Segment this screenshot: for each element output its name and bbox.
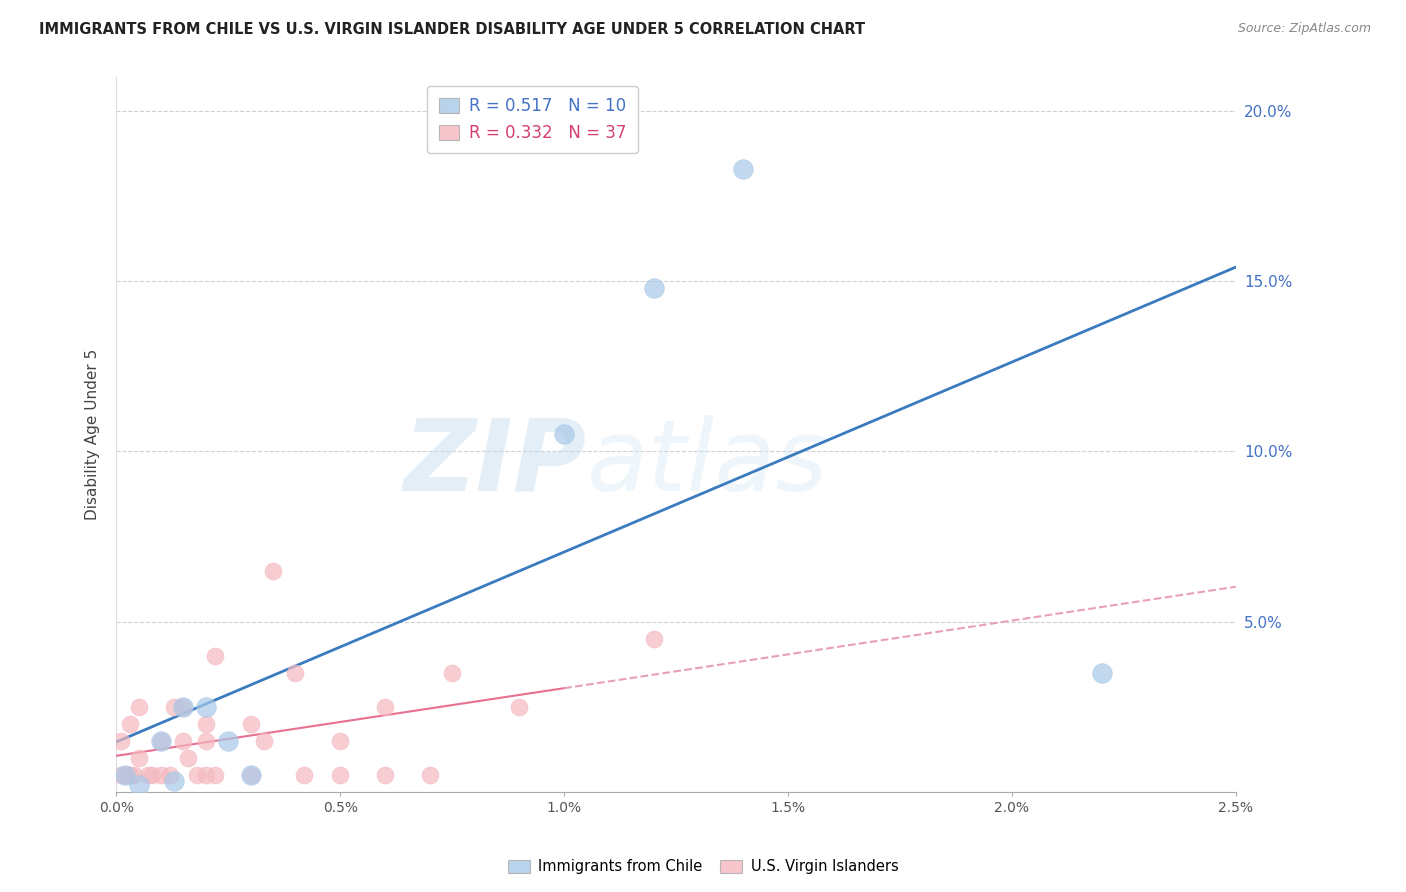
Point bbox=[253, 733, 276, 747]
Point bbox=[172, 699, 194, 714]
Point bbox=[194, 767, 217, 781]
Text: atlas: atlas bbox=[586, 415, 828, 511]
Point bbox=[441, 665, 464, 680]
Point bbox=[284, 665, 307, 680]
Point bbox=[374, 767, 396, 781]
Point bbox=[114, 767, 136, 781]
Point bbox=[553, 427, 575, 442]
Point bbox=[150, 733, 173, 747]
Point bbox=[194, 733, 217, 747]
Point bbox=[163, 699, 186, 714]
Point bbox=[172, 699, 194, 714]
Point bbox=[194, 699, 217, 714]
Point bbox=[136, 767, 159, 781]
Point bbox=[110, 767, 132, 781]
Point bbox=[172, 733, 194, 747]
Point bbox=[118, 767, 141, 781]
Point bbox=[159, 767, 181, 781]
Point bbox=[239, 767, 262, 781]
Point bbox=[128, 750, 150, 764]
Point bbox=[262, 564, 284, 578]
Point bbox=[329, 733, 352, 747]
Text: ZIP: ZIP bbox=[404, 415, 586, 511]
Point bbox=[150, 733, 173, 747]
Point bbox=[643, 632, 665, 646]
Point bbox=[643, 281, 665, 295]
Point bbox=[419, 767, 441, 781]
Point bbox=[239, 767, 262, 781]
Legend: Immigrants from Chile, U.S. Virgin Islanders: Immigrants from Chile, U.S. Virgin Islan… bbox=[502, 854, 904, 880]
Point bbox=[177, 750, 200, 764]
Point bbox=[128, 778, 150, 792]
Point bbox=[329, 767, 352, 781]
Point bbox=[141, 767, 163, 781]
Point bbox=[114, 767, 136, 781]
Point bbox=[150, 767, 173, 781]
Point bbox=[374, 699, 396, 714]
Point bbox=[204, 648, 226, 663]
Legend: R = 0.517   N = 10, R = 0.332   N = 37: R = 0.517 N = 10, R = 0.332 N = 37 bbox=[427, 86, 637, 153]
Point bbox=[204, 767, 226, 781]
Point bbox=[239, 716, 262, 731]
Text: Source: ZipAtlas.com: Source: ZipAtlas.com bbox=[1237, 22, 1371, 36]
Point bbox=[110, 733, 132, 747]
Point bbox=[128, 699, 150, 714]
Y-axis label: Disability Age Under 5: Disability Age Under 5 bbox=[86, 349, 100, 520]
Point bbox=[118, 716, 141, 731]
Point bbox=[194, 716, 217, 731]
Point bbox=[217, 733, 239, 747]
Point bbox=[508, 699, 530, 714]
Point bbox=[186, 767, 208, 781]
Point bbox=[122, 767, 145, 781]
Point bbox=[163, 774, 186, 789]
Point bbox=[292, 767, 315, 781]
Point bbox=[1090, 665, 1112, 680]
Text: IMMIGRANTS FROM CHILE VS U.S. VIRGIN ISLANDER DISABILITY AGE UNDER 5 CORRELATION: IMMIGRANTS FROM CHILE VS U.S. VIRGIN ISL… bbox=[39, 22, 866, 37]
Point bbox=[733, 162, 755, 177]
